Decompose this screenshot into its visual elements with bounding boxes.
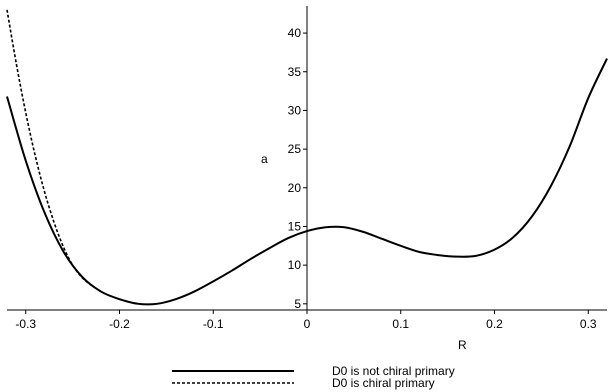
y-tick-label: 5 <box>294 297 301 311</box>
legend: D0 is not chiral primary D0 is chiral pr… <box>172 364 455 390</box>
x-tick-label: -0.3 <box>15 317 36 331</box>
y-tick-label: 40 <box>288 26 302 40</box>
x-tick-label: -0.1 <box>203 317 224 331</box>
y-axis-label: a <box>261 152 268 166</box>
x-axis-label: R <box>458 338 467 352</box>
y-tick-label: 10 <box>288 258 302 272</box>
x-tick-label: -0.2 <box>109 317 130 331</box>
plot-area: -0.3 -0.2 -0.1 0 0.1 0.2 0.3 5 10 15 20 25 30 35 40 <box>6 6 608 331</box>
x-tick-label: 0 <box>304 317 311 331</box>
y-tick-label: 30 <box>288 103 302 117</box>
series-line-chiral <box>6 9 102 293</box>
series-layer <box>6 9 608 306</box>
y-tick-label: 35 <box>288 65 302 79</box>
x-tick-label: 0.2 <box>486 317 503 331</box>
y-ticks: 5 10 15 20 25 30 35 40 <box>288 26 307 311</box>
x-ticks: -0.3 -0.2 -0.1 0 0.1 0.2 0.3 <box>15 310 597 331</box>
y-tick-label: 20 <box>288 181 302 195</box>
y-tick-label: 15 <box>288 219 302 233</box>
x-tick-label: 0.3 <box>580 317 597 331</box>
series-line-not-chiral <box>6 58 608 306</box>
x-tick-label: 0.1 <box>392 317 409 331</box>
legend-label-chiral: D0 is chiral primary <box>332 376 435 390</box>
y-tick-label: 25 <box>288 142 302 156</box>
legend-label-not-chiral: D0 is not chiral primary <box>332 364 455 378</box>
